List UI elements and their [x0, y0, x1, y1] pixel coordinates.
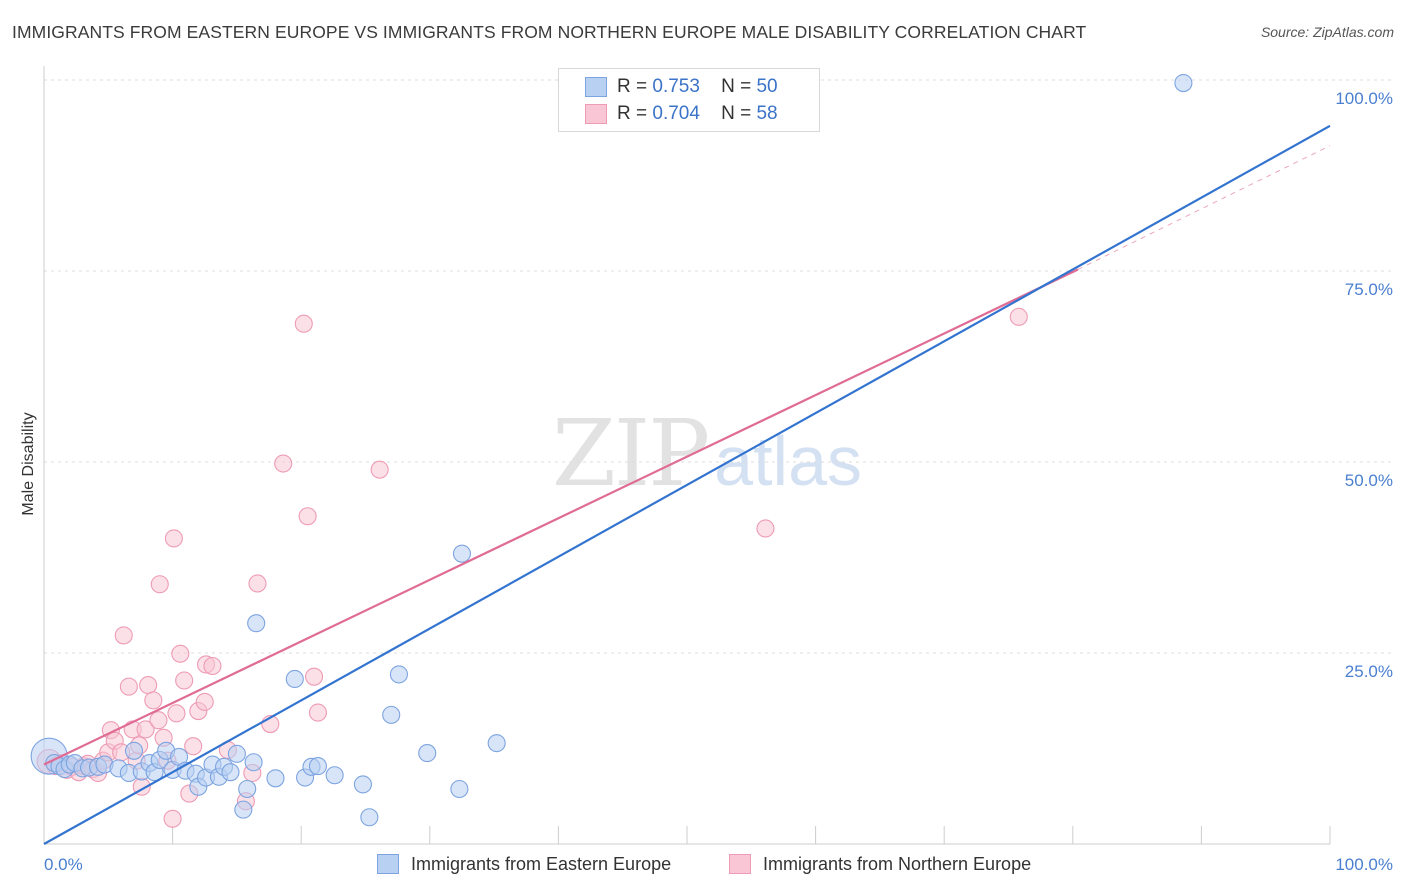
legend-swatch-northern [585, 104, 607, 124]
point-northern [195, 692, 214, 711]
point-eastern [1174, 74, 1193, 93]
trendline-northern-extension [1077, 145, 1331, 270]
bottom-legend-swatch-eastern [377, 854, 399, 874]
point-eastern [452, 544, 472, 563]
point-northern [149, 711, 168, 730]
bottom-legend-label-northern: Immigrants from Northern Europe [763, 853, 1032, 874]
trendline-northern [43, 268, 1079, 766]
point-northern [119, 677, 138, 696]
point-northern [294, 314, 313, 333]
point-northern [150, 575, 169, 594]
point-eastern [360, 808, 379, 827]
point-northern [203, 656, 222, 676]
chart-source: Source: ZipAtlas.com [1260, 24, 1394, 40]
point-eastern [244, 753, 263, 772]
point-eastern [450, 779, 469, 799]
legend-n-label: N = [721, 103, 752, 124]
point-northern [248, 574, 267, 593]
legend-swatch-eastern [585, 77, 607, 97]
point-eastern [389, 665, 408, 684]
y-tick-label: 25.0% [1345, 662, 1393, 681]
legend-n-value-northern: 58 [756, 103, 778, 124]
point-northern [139, 676, 158, 695]
point-eastern [247, 614, 266, 633]
legend-row-eastern: R = 0.753 N = 50 [617, 75, 778, 99]
legend-r-label: R = [617, 103, 648, 124]
point-eastern [353, 775, 372, 794]
point-northern [756, 519, 775, 538]
x-tick-label: 100.0% [1335, 855, 1393, 874]
bottom-legend-northern: Immigrants from Northern Europe [729, 852, 1031, 876]
point-eastern [418, 744, 437, 763]
point-northern [171, 644, 190, 663]
point-northern [298, 507, 317, 526]
point-eastern [227, 744, 246, 763]
legend-row-northern: R = 0.704 N = 58 [617, 102, 778, 126]
y-axis-title: Male Disability [20, 412, 37, 515]
y-tick-label: 75.0% [1345, 280, 1393, 299]
point-northern [184, 737, 203, 756]
point-eastern [266, 769, 285, 788]
bottom-legend-label-eastern: Immigrants from Eastern Europe [411, 853, 672, 874]
point-northern [274, 454, 293, 473]
legend-r-value-northern: 0.704 [652, 103, 700, 124]
legend-n-value-eastern: 50 [756, 76, 778, 97]
point-eastern [487, 734, 506, 753]
chart-title: IMMIGRANTS FROM EASTERN EUROPE VS IMMIGR… [12, 22, 1087, 42]
bottom-legend-eastern: Immigrants from Eastern Europe [377, 852, 671, 876]
point-northern [308, 703, 327, 722]
point-northern [144, 691, 163, 710]
point-eastern [285, 669, 304, 689]
point-northern [163, 809, 182, 828]
legend-n-label: N = [721, 76, 752, 97]
point-eastern [308, 757, 327, 776]
point-northern [167, 704, 186, 723]
point-northern [305, 667, 324, 686]
legend-r-value-eastern: 0.753 [652, 76, 700, 97]
bottom-legend-swatch-northern [729, 854, 751, 874]
point-northern [175, 671, 194, 690]
point-eastern [382, 705, 401, 724]
point-northern [114, 626, 133, 645]
legend-r-label: R = [617, 76, 648, 97]
point-eastern [234, 800, 253, 819]
point-northern [370, 460, 389, 479]
point-eastern [221, 763, 240, 782]
point-eastern [325, 766, 344, 785]
point-eastern [238, 779, 257, 799]
y-tick-label: 50.0% [1345, 471, 1393, 490]
trendline-eastern [43, 124, 1331, 845]
point-northern [136, 720, 155, 739]
point-eastern [124, 741, 144, 760]
x-tick-label: 0.0% [44, 855, 83, 874]
point-northern [1009, 307, 1028, 326]
point-northern [164, 529, 183, 548]
correlation-legend: R = 0.753 N = 50 R = 0.704 N = 58 [558, 68, 820, 132]
y-tick-label: 100.0% [1335, 89, 1393, 108]
